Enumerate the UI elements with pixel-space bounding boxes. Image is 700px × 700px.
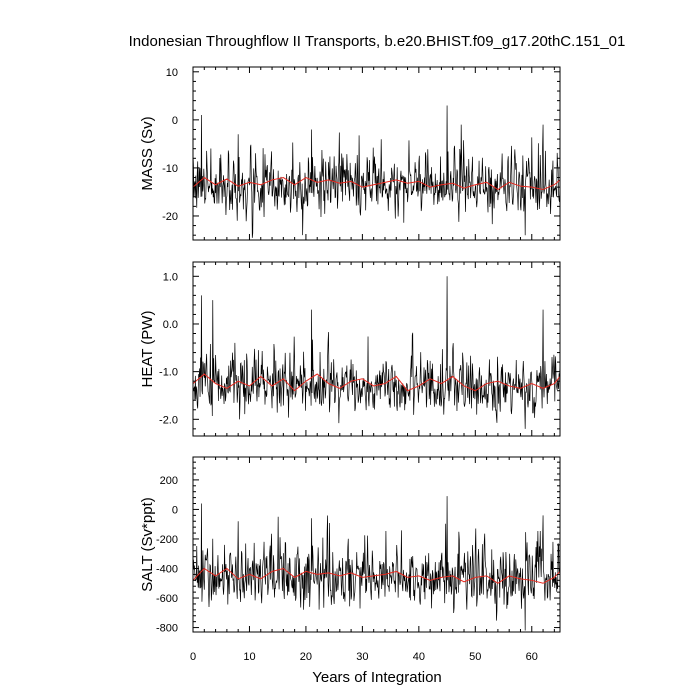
running-mean-line — [193, 176, 560, 191]
x-tick-label: 50 — [469, 651, 481, 663]
panels: 10 0 -10 -20 MASS (Sv) 1.0 0.0 -1.0 -2.0 HEAT (PW… — [139, 66, 561, 663]
y-tick-label: 10 — [166, 67, 178, 79]
y-tick-label: -1.0 — [159, 367, 178, 379]
y-tick-label: 200 — [160, 475, 178, 487]
y-tick-label: -800 — [156, 623, 178, 635]
running-mean-line — [193, 373, 560, 392]
plot-frame — [192, 261, 561, 437]
x-tick-label: 30 — [356, 651, 368, 663]
y-tick-label: -200 — [156, 534, 178, 546]
y-axis-label: MASS (Sv) — [139, 116, 156, 190]
x-tick-label: 20 — [300, 651, 312, 663]
plot-frame — [192, 66, 561, 241]
panel-3: 200 0 -200 -400 -600 -800 SALT (Sv*ppt) 0 10 20 30… — [139, 456, 561, 663]
y-tick-label: 0 — [172, 115, 178, 127]
monthly-series-line — [193, 105, 560, 238]
y-tick-label: 0.0 — [163, 319, 178, 331]
monthly-series-line — [193, 276, 560, 429]
y-tick-label: 1.0 — [163, 271, 178, 283]
monthly-series-line — [193, 496, 560, 631]
x-tick-label: 40 — [413, 651, 425, 663]
x-tick-label: 60 — [526, 651, 538, 663]
x-tick-label: 10 — [243, 651, 255, 663]
running-mean-line — [193, 567, 560, 584]
y-tick-label: -400 — [156, 563, 178, 575]
panel-1: 10 0 -10 -20 MASS (Sv) — [139, 66, 561, 241]
x-tick-label: 0 — [190, 651, 196, 663]
figure-title: Indonesian Throughflow II Transports, b.… — [129, 33, 626, 50]
y-axis-label: HEAT (PW) — [139, 311, 156, 388]
x-axis-label: Years of Integration — [312, 669, 442, 686]
panel-2: 1.0 0.0 -1.0 -2.0 HEAT (PW) — [139, 261, 561, 437]
y-tick-label: -2.0 — [159, 414, 178, 426]
y-tick-label: 0 — [172, 504, 178, 516]
y-tick-label: -20 — [162, 211, 178, 223]
y-tick-label: -600 — [156, 593, 178, 605]
y-axis-label: SALT (Sv*ppt) — [139, 497, 156, 591]
y-tick-label: -10 — [162, 163, 178, 175]
